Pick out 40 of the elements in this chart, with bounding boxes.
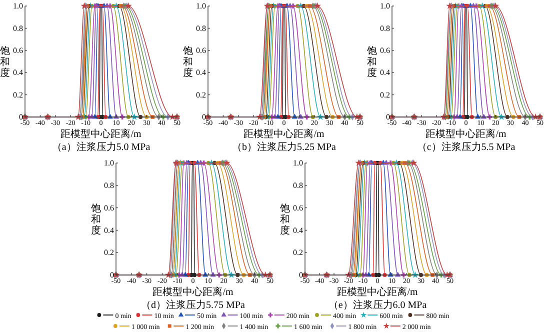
y-tick-label: 0.4 (293, 226, 303, 235)
y-tick-label: 1.0 (104, 158, 114, 168)
y-axis-title: 饱和度 (182, 45, 193, 79)
y-tick-label: 0.6 (293, 203, 303, 212)
y-tick-label: 0.6 (13, 46, 23, 56)
text: （d）注浆压力5.75 MPa (141, 299, 246, 311)
y-axis-title: 饱和度 (90, 202, 101, 236)
y-tick-label: 1.0 (13, 2, 23, 11)
y-tick-label: 0.6 (196, 46, 206, 56)
x-axis-title: 距模型中心距离/m (337, 286, 418, 298)
y-tick-label: 0.2 (380, 90, 390, 100)
y-tick-label: 0.6 (380, 46, 390, 56)
text: （a）注浆压力5.0 MPa (52, 141, 151, 153)
y-axis-title: 饱和度 (0, 45, 10, 79)
x-axis-title: 距模型中心距离/m (426, 128, 506, 140)
y-tick-label: 0.8 (196, 24, 206, 33)
y-tick-label: 0.8 (104, 181, 114, 190)
x-axis-title: 距模型中心距离/m (60, 128, 142, 140)
y-tick-label: 1.0 (196, 2, 206, 11)
y-tick-label: 0.2 (104, 248, 114, 258)
y-tick-label: 0.8 (293, 181, 303, 190)
y-tick-label: 1.0 (293, 158, 303, 168)
y-tick-label: 0.8 (380, 24, 390, 33)
y-tick-label: 0.8 (13, 24, 23, 33)
y-tick-label: 1.0 (380, 2, 390, 11)
y-tick-label: 0.4 (196, 68, 206, 78)
y-axis-title: 饱和度 (279, 202, 290, 236)
y-tick-label: 0.2 (293, 248, 303, 258)
y-tick-label: 0.2 (13, 90, 23, 100)
y-tick-label: 0.4 (13, 68, 23, 78)
text: （b）注浆压力5.25 MPa (232, 141, 336, 153)
y-axis-title: 饱和度 (366, 45, 377, 79)
y-tick-label: 0.2 (196, 90, 206, 100)
y-tick-label: 0.6 (104, 203, 114, 212)
y-tick-label: 0.4 (380, 68, 390, 78)
x-axis-title: 距模型中心距离/m (244, 128, 324, 140)
text: （c）注浆压力5.5 MPa (416, 141, 516, 153)
text: （e）注浆压力6.0 MPa (328, 299, 428, 311)
x-axis-title: 距模型中心距离/m (152, 286, 234, 298)
y-tick-label: 0.4 (104, 226, 114, 235)
